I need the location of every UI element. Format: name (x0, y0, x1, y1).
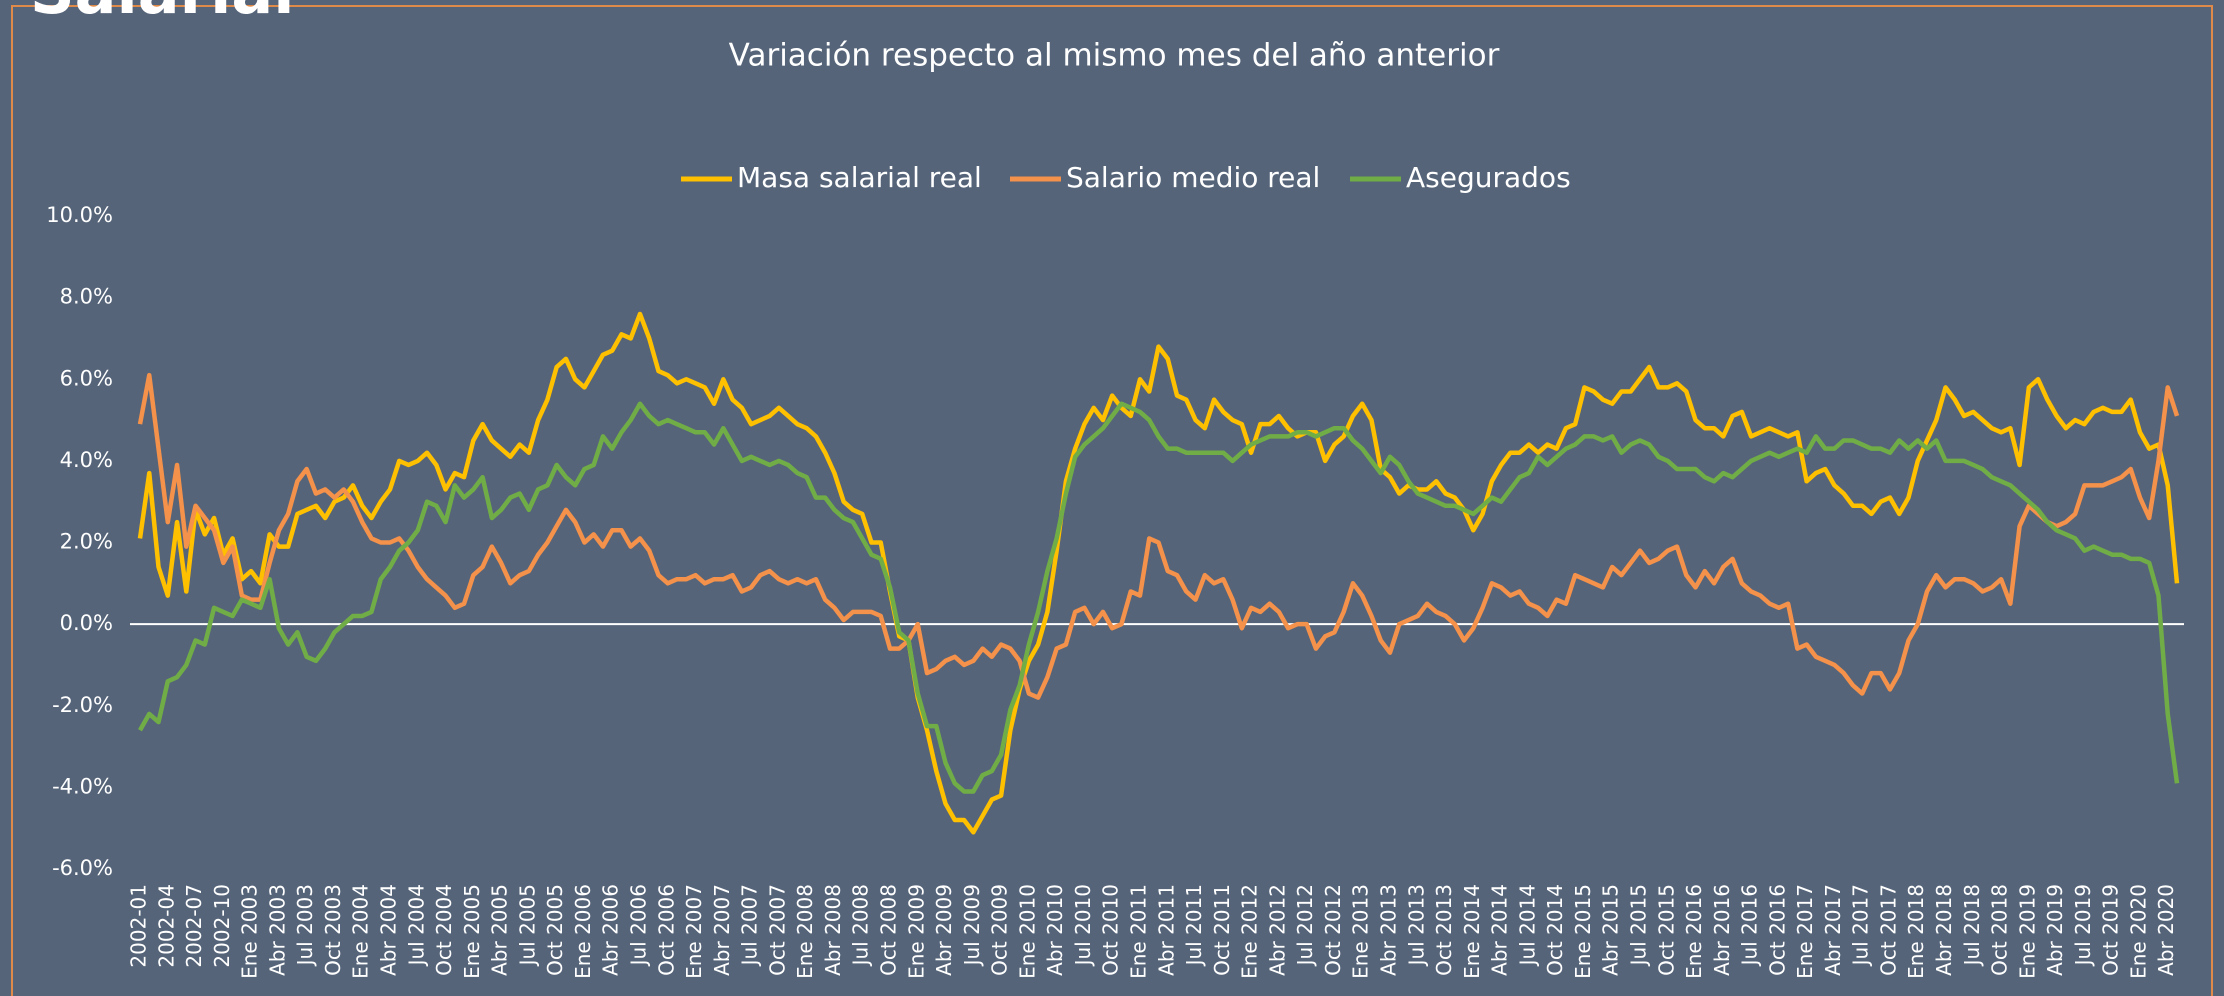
x-tick-label: Oct 2010 (1099, 884, 1123, 976)
x-tick-label: Jul 2015 (1626, 884, 1650, 967)
x-tick-label: Abr 2005 (488, 884, 512, 976)
x-tick-label: Ene 2007 (682, 884, 706, 979)
x-tick-label: Ene 2006 (571, 884, 595, 979)
x-tick-label: Jul 2016 (1738, 884, 1762, 967)
y-tick-label: 8.0% (60, 285, 113, 309)
x-tick-label: Abr 2013 (1376, 884, 1400, 976)
x-tick-label: Ene 2013 (1349, 884, 1373, 979)
x-tick-label: Abr 2015 (1599, 884, 1623, 976)
x-tick-label: Ene 2011 (1126, 884, 1150, 979)
y-tick-label: 4.0% (60, 448, 113, 472)
x-tick-label: Abr 2016 (1710, 884, 1734, 976)
x-tick-label: Abr 2003 (265, 884, 289, 976)
x-tick-label: Jul 2005 (515, 884, 539, 967)
x-tick-label: Jul 2004 (404, 884, 428, 967)
series-line (137, 372, 2180, 700)
x-tick-label: Jul 2010 (1071, 884, 1095, 967)
x-tick-label: Oct 2011 (1210, 884, 1234, 976)
x-tick-label: Abr 2008 (821, 884, 845, 976)
y-tick-label: 2.0% (60, 530, 113, 554)
x-tick-label: Oct 2016 (1765, 884, 1789, 976)
x-tick-label: Ene 2016 (1682, 884, 1706, 979)
y-tick-label: 6.0% (60, 366, 113, 390)
x-tick-label: Ene 2020 (2126, 884, 2150, 979)
x-tick-label: Oct 2015 (1654, 884, 1678, 976)
x-tick-label: Oct 2008 (876, 884, 900, 976)
x-tick-label: 2002-07 (182, 884, 206, 968)
x-tick-label: Oct 2006 (654, 884, 678, 976)
y-tick-label: 0.0% (60, 611, 113, 635)
y-tick-label: 10.0% (46, 203, 113, 227)
series-line (138, 401, 2180, 794)
x-tick-label: Ene 2012 (1238, 884, 1262, 979)
x-tick-label: Jul 2018 (1960, 884, 1984, 967)
x-tick-label: Oct 2009 (988, 884, 1012, 976)
x-tick-label: 2002-04 (154, 884, 178, 968)
x-tick-label: Oct 2005 (543, 884, 567, 976)
x-tick-label: Abr 2006 (599, 884, 623, 976)
x-tick-label: Abr 2012 (1265, 884, 1289, 976)
y-tick-label: -2.0% (52, 693, 113, 717)
x-tick-label: Abr 2010 (1043, 884, 1067, 976)
x-tick-label: Jul 2014 (1515, 884, 1539, 967)
x-tick-label: Abr 2018 (1932, 884, 1956, 976)
x-tick-label: Ene 2005 (460, 884, 484, 979)
x-tick-label: Abr 2004 (376, 884, 400, 976)
x-tick-label: Oct 2003 (321, 884, 345, 976)
x-tick-label: Jul 2003 (293, 884, 317, 967)
x-tick-label: Jul 2012 (1293, 884, 1317, 967)
x-tick-label: Ene 2018 (1904, 884, 1928, 979)
x-tick-label: Ene 2010 (1015, 884, 1039, 979)
x-tick-label: Abr 2011 (1154, 884, 1178, 976)
chart-title: Variación respecto al mismo mes del año … (729, 38, 1500, 74)
x-tick-label: Oct 2004 (432, 884, 456, 976)
x-tick-label: Jul 2006 (626, 884, 650, 967)
x-tick-label: Jul 2019 (2071, 884, 2095, 967)
x-tick-label: Ene 2015 (1571, 884, 1595, 979)
x-tick-label: Oct 2017 (1876, 884, 1900, 976)
x-tick-label: Jul 2009 (960, 884, 984, 967)
x-tick-label: Ene 2014 (1460, 884, 1484, 979)
series-line (137, 311, 2180, 835)
x-tick-label: Abr 2014 (1488, 884, 1512, 976)
x-tick-label: Jul 2007 (738, 884, 762, 967)
x-tick-label: Ene 2004 (349, 884, 373, 979)
x-tick-label: Oct 2007 (765, 884, 789, 976)
x-tick-label: Jul 2017 (1849, 884, 1873, 967)
y-tick-label: -6.0% (52, 856, 113, 880)
x-tick-label: Jul 2008 (849, 884, 873, 967)
legend-label: Asegurados (1406, 161, 1571, 194)
x-tick-label: Oct 2019 (2099, 884, 2123, 976)
x-tick-label: Ene 2008 (793, 884, 817, 979)
x-tick-label: Oct 2014 (1543, 884, 1567, 976)
x-tick-label: Ene 2017 (1793, 884, 1817, 979)
legend-label: Salario medio real (1066, 161, 1320, 194)
x-tick-label: Oct 2013 (1432, 884, 1456, 976)
x-tick-label: Abr 2017 (1821, 884, 1845, 976)
x-tick-label: Jul 2011 (1182, 884, 1206, 967)
legend-label: Masa salarial real (737, 161, 982, 194)
x-tick-label: Jul 2013 (1404, 884, 1428, 967)
x-tick-label: Abr 2019 (2043, 884, 2067, 976)
x-tick-label: 2002-01 (127, 884, 151, 968)
y-tick-label: -4.0% (52, 774, 113, 798)
x-tick-label: Oct 2012 (1321, 884, 1345, 976)
x-tick-label: Ene 2003 (238, 884, 262, 979)
x-tick-label: Ene 2019 (2015, 884, 2039, 979)
x-tick-label: Abr 2020 (2154, 884, 2178, 976)
heading: Salarial (30, 0, 295, 28)
x-tick-label: Oct 2018 (1988, 884, 2012, 976)
x-tick-label: 2002-10 (210, 884, 234, 968)
chart-border (11, 5, 2213, 996)
x-tick-label: Abr 2007 (710, 884, 734, 976)
x-tick-label: Abr 2009 (932, 884, 956, 976)
x-tick-label: Ene 2009 (904, 884, 928, 979)
